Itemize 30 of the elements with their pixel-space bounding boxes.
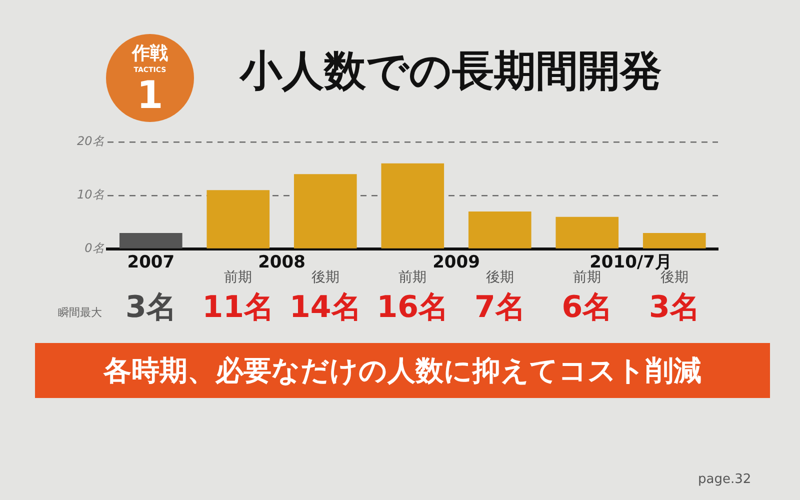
bar: [119, 232, 182, 248]
x-tick-label: 2007: [127, 252, 175, 272]
bar: [468, 212, 532, 248]
data-label: 14名: [290, 290, 362, 325]
bar: [294, 174, 357, 248]
text: 2008: [258, 252, 306, 272]
text: page.32: [698, 472, 752, 487]
data-label: 7名: [474, 290, 526, 325]
banner-strip: 各時期、必要なだけの人数に抑えてコスト削減: [35, 343, 770, 398]
x-tick-label: 後期: [311, 270, 340, 286]
text: 2009: [432, 252, 480, 272]
bar: [381, 163, 444, 248]
x-tick-label: 前期: [224, 270, 252, 286]
data-label: 6名: [562, 290, 613, 325]
bar: [556, 216, 619, 248]
bar: [642, 232, 706, 248]
y-tick-label: 10名: [76, 188, 104, 202]
data-label: 3名: [648, 290, 700, 325]
data-label: 11名: [202, 290, 274, 325]
bar: [206, 190, 270, 248]
data-label: 3名: [125, 290, 176, 325]
x-tick-label: 後期: [486, 270, 514, 286]
x-tick-label: 前期: [398, 270, 427, 286]
text: 瞬間最大: [58, 306, 102, 319]
x-tick-label: 前期: [573, 270, 602, 286]
y-tick-label: 0名: [84, 241, 104, 256]
chart-title: 小人数での長期間開発: [240, 46, 662, 96]
data-label: 16名: [376, 290, 449, 325]
x-tick-label: 後期: [660, 270, 688, 286]
y-tick-label: 20名: [76, 134, 104, 148]
